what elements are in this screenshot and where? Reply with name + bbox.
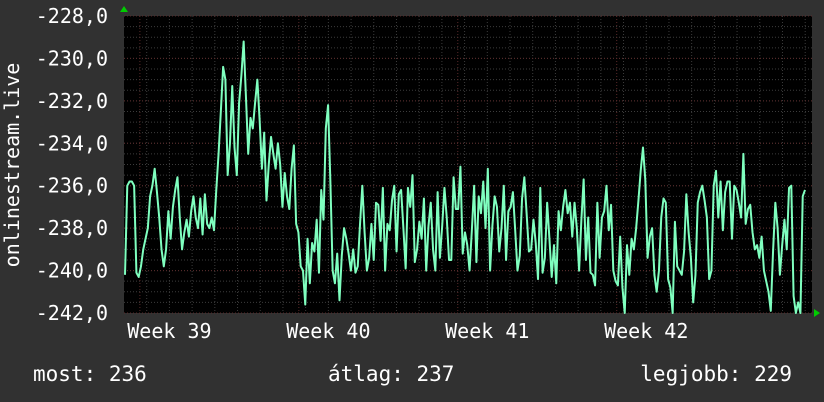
x-tick-label: Week 39 [127,319,211,343]
current-value: most: 236 [33,362,147,386]
y-axis: -228,0 -230,0 -232,0 -234,0 -236,0 -238,0 -240… [36,4,108,325]
y-axis-arrow [120,6,128,12]
x-axis: Week 39 Week 40 Week 41 Week 42 [127,319,688,343]
y-tick-label: -242,0 [36,301,108,325]
axis-arrows [120,6,820,317]
x-axis-arrow [814,309,820,317]
stats-row: most: 236 átlag: 237 legjobb: 229 [0,362,824,390]
average-value: átlag: 237 [328,362,455,386]
y-tick-label: -238,0 [36,216,108,240]
x-tick-label: Week 42 [604,319,688,343]
y-tick-label: -232,0 [36,89,108,113]
x-tick-label: Week 41 [445,319,529,343]
y-axis-label: onlinestream.live [0,63,24,268]
x-tick-label: Week 40 [286,319,370,343]
y-tick-label: -234,0 [36,131,108,155]
y-tick-label: -240,0 [36,259,108,283]
series-line [124,40,806,314]
y-tick-label: -236,0 [36,174,108,198]
y-tick-label: -230,0 [36,46,108,70]
y-tick-label: -228,0 [36,4,108,28]
best-value: legjobb: 229 [640,362,792,386]
